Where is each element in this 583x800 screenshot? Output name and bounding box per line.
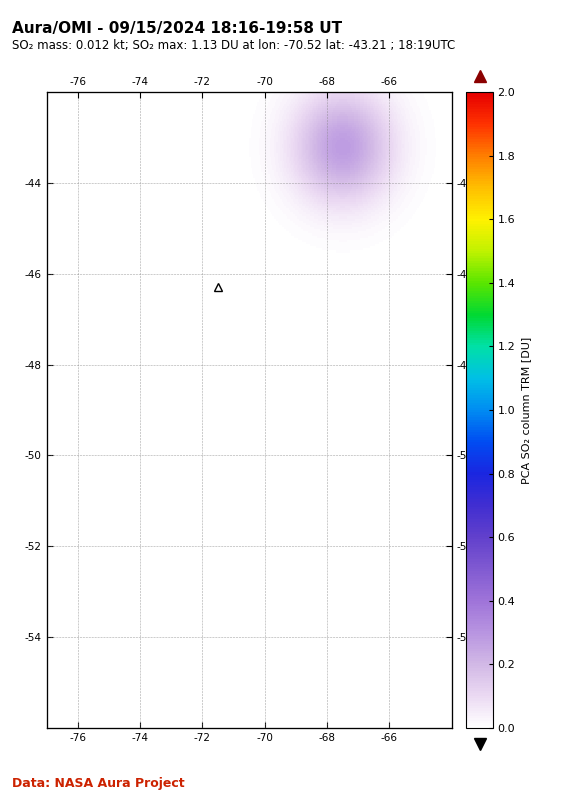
Y-axis label: PCA SO₂ column TRM [DU]: PCA SO₂ column TRM [DU] [521, 336, 531, 484]
Text: SO₂ mass: 0.012 kt; SO₂ max: 1.13 DU at lon: -70.52 lat: -43.21 ; 18:19UTC: SO₂ mass: 0.012 kt; SO₂ max: 1.13 DU at … [12, 39, 455, 52]
Text: Data: NASA Aura Project: Data: NASA Aura Project [12, 778, 184, 790]
Text: Aura/OMI - 09/15/2024 18:16-19:58 UT: Aura/OMI - 09/15/2024 18:16-19:58 UT [12, 21, 342, 36]
